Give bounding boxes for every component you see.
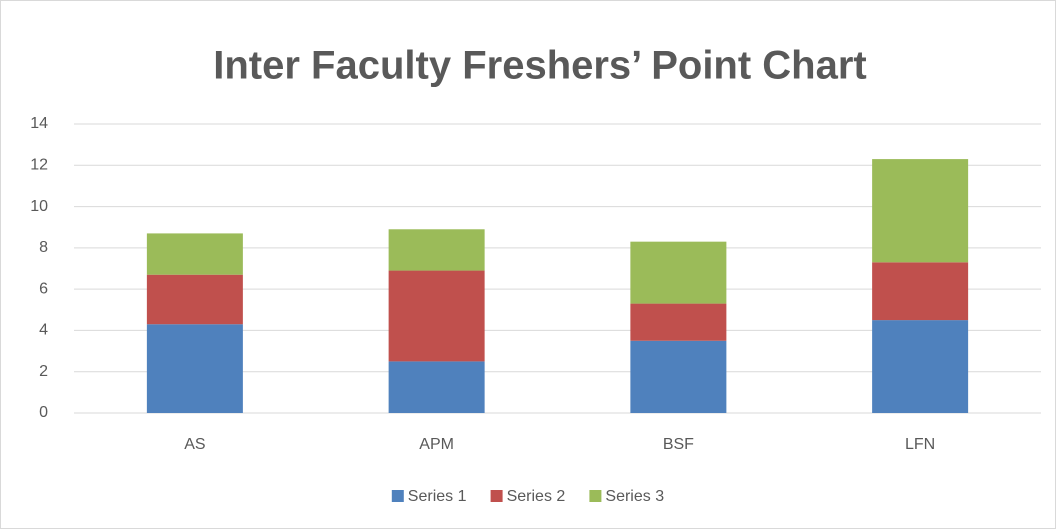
legend-swatch bbox=[589, 490, 602, 502]
bar-segment bbox=[388, 361, 485, 413]
legend-swatch bbox=[490, 490, 503, 502]
bar-segment bbox=[630, 340, 727, 413]
legend-label: Series 2 bbox=[507, 488, 566, 505]
legend-label: Series 1 bbox=[408, 488, 467, 505]
bar-segment bbox=[872, 262, 969, 321]
y-tick-label: 6 bbox=[39, 280, 48, 297]
y-tick-label: 0 bbox=[39, 404, 48, 421]
bar-segment bbox=[872, 320, 969, 413]
bar-segment bbox=[630, 303, 727, 341]
bar-segment bbox=[146, 324, 243, 413]
legend-label: Series 3 bbox=[605, 488, 664, 505]
bar-segment bbox=[872, 159, 969, 263]
y-tick-label: 8 bbox=[39, 239, 48, 256]
y-tick-label: 2 bbox=[39, 363, 48, 380]
chart-title: Inter Faculty Freshers’ Point Chart bbox=[213, 44, 867, 88]
bar-segment bbox=[146, 233, 243, 275]
bar-segment bbox=[388, 270, 485, 362]
x-tick-label: LFN bbox=[905, 436, 935, 453]
y-tick-label: 4 bbox=[39, 322, 48, 339]
y-tick-label: 10 bbox=[30, 198, 48, 215]
bar-segment bbox=[630, 241, 727, 304]
x-tick-label: AS bbox=[184, 436, 205, 453]
y-tick-label: 14 bbox=[30, 115, 48, 132]
x-tick-label: APM bbox=[419, 436, 454, 453]
bar-segment bbox=[146, 274, 243, 325]
y-tick-label: 12 bbox=[30, 157, 48, 174]
legend-swatch bbox=[391, 490, 404, 502]
bar-segment bbox=[388, 229, 485, 271]
x-tick-label: BSF bbox=[663, 436, 694, 453]
